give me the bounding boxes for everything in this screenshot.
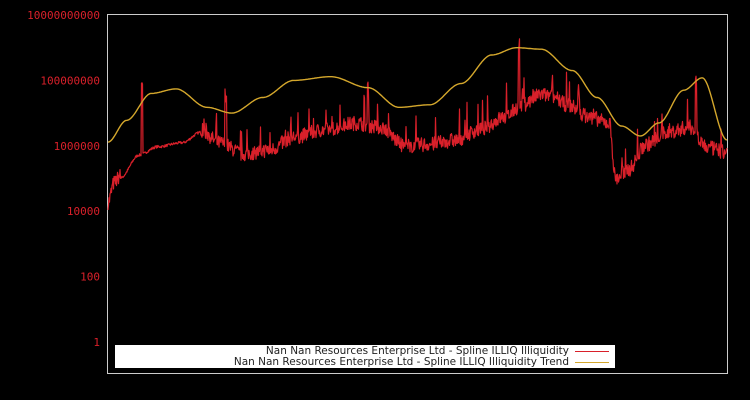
y-tick-label: 10000000000 <box>27 9 100 22</box>
legend: Nan Nan Resources Enterprise Ltd - Splin… <box>115 345 615 368</box>
legend-label: Nan Nan Resources Enterprise Ltd - Splin… <box>265 345 569 357</box>
legend-swatch-red <box>575 351 609 352</box>
y-tick-label: 1000000 <box>54 140 100 153</box>
y-tick-label: 100000000 <box>40 74 100 87</box>
illiquidity-trend-line <box>107 47 728 143</box>
legend-swatch-yellow <box>575 362 609 363</box>
illiquidity-line <box>107 38 728 210</box>
y-tick-label: 100 <box>80 271 100 284</box>
y-tick-label: 10000 <box>67 205 100 218</box>
series-layer <box>107 38 728 210</box>
legend-item-trend: Nan Nan Resources Enterprise Ltd - Splin… <box>234 356 569 368</box>
y-tick-label: 1 <box>93 336 100 349</box>
legend-item-illiquidity: Nan Nan Resources Enterprise Ltd - Splin… <box>266 345 569 357</box>
y-axis-ticks: 10000000000 100000000 1000000 10000 100 1 <box>27 9 100 349</box>
legend-label: Nan Nan Resources Enterprise Ltd - Splin… <box>233 356 569 368</box>
plot-frame <box>107 14 728 374</box>
